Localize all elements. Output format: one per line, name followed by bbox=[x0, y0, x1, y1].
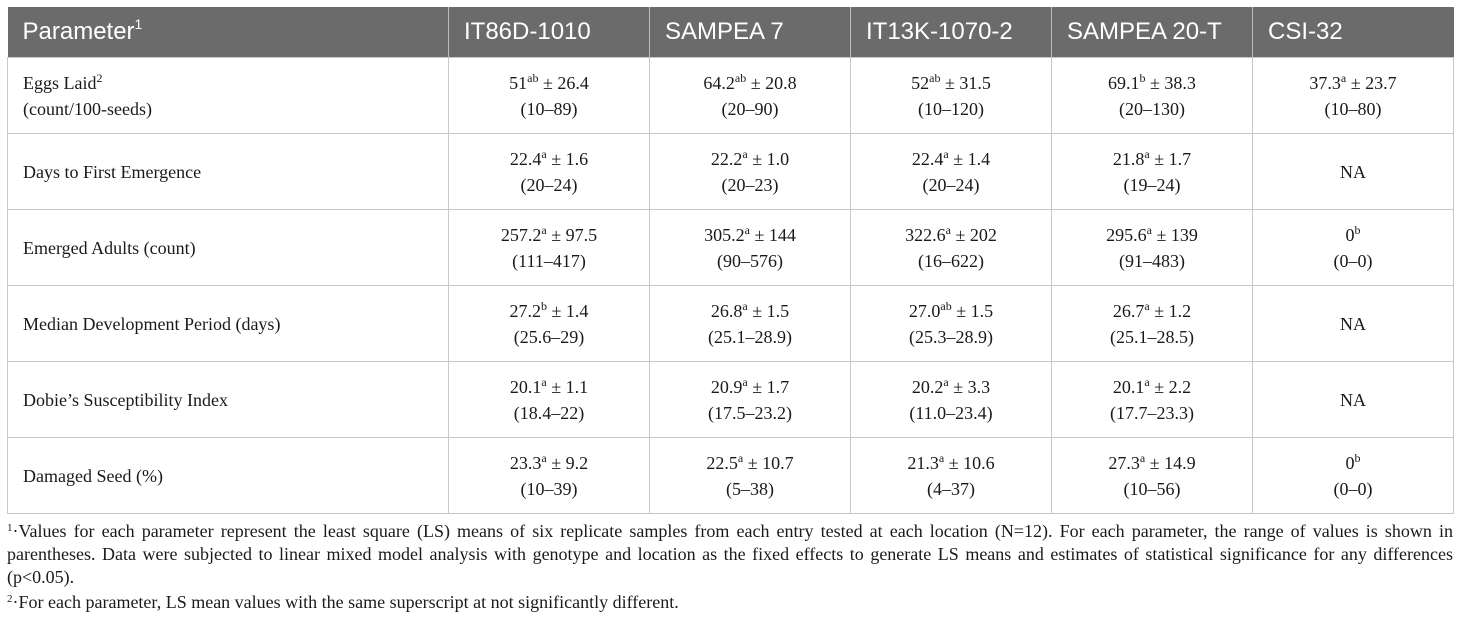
row-label: Dobie’s Susceptibility Index bbox=[7, 361, 449, 438]
footnote-2: 2·For each parameter, LS mean values wit… bbox=[7, 592, 679, 612]
row-label: Eggs Laid2 (count/100-seeds) bbox=[7, 57, 449, 134]
value-cell: 22.4a ± 1.4 (20–24) bbox=[850, 133, 1052, 210]
value-cell: 27.0ab ± 1.5 (25.3–28.9) bbox=[850, 285, 1052, 362]
value-cell: 51ab ± 26.4 (10–89) bbox=[448, 57, 650, 134]
value-cell: NA bbox=[1252, 285, 1454, 362]
value-cell: 20.9a ± 1.7 (17.5–23.2) bbox=[649, 361, 851, 438]
value-cell: 20.1a ± 2.2 (17.7–23.3) bbox=[1051, 361, 1253, 438]
value-cell: NA bbox=[1252, 133, 1454, 210]
value-cell: 257.2a ± 97.5 (111–417) bbox=[448, 209, 650, 286]
header-col-4: SAMPEA 20-T bbox=[1051, 7, 1253, 58]
value-cell: 23.3a ± 9.2 (10–39) bbox=[448, 437, 650, 514]
header-col-2: SAMPEA 7 bbox=[649, 7, 851, 58]
value-cell: 295.6a ± 139 (91–483) bbox=[1051, 209, 1253, 286]
value-cell: 52ab ± 31.5 (10–120) bbox=[850, 57, 1052, 134]
results-table-container: Parameter1 IT86D-1010 SAMPEA 7 IT13K-107… bbox=[7, 7, 1454, 514]
value-cell: 37.3a ± 23.7 (10–80) bbox=[1252, 57, 1454, 134]
value-cell: NA bbox=[1252, 361, 1454, 438]
header-col-5: CSI-32 bbox=[1252, 7, 1454, 58]
footnote-1: 1·Values for each parameter represent th… bbox=[7, 521, 1453, 587]
row-label: Emerged Adults (count) bbox=[7, 209, 449, 286]
footnotes: 1·Values for each parameter represent th… bbox=[7, 520, 1453, 616]
value-cell: 69.1b ± 38.3 (20–130) bbox=[1051, 57, 1253, 134]
table-row: Damaged Seed (%) 23.3a ± 9.2 (10–39) 22.5a … bbox=[7, 437, 1454, 514]
header-parameter-sup: 1 bbox=[134, 16, 143, 32]
value-cell: 0b (0–0) bbox=[1252, 209, 1454, 286]
header-col-3: IT13K-1070-2 bbox=[850, 7, 1052, 58]
value-cell: 27.2b ± 1.4 (25.6–29) bbox=[448, 285, 650, 362]
row-label: Days to First Emergence bbox=[7, 133, 449, 210]
value-cell: 26.8a ± 1.5 (25.1–28.9) bbox=[649, 285, 851, 362]
header-col-1: IT86D-1010 bbox=[448, 7, 650, 58]
value-cell: 26.7a ± 1.2 (25.1–28.5) bbox=[1051, 285, 1253, 362]
value-cell: 21.8a ± 1.7 (19–24) bbox=[1051, 133, 1253, 210]
value-cell: 22.4a ± 1.6 (20–24) bbox=[448, 133, 650, 210]
value-cell: 20.1a ± 1.1 (18.4–22) bbox=[448, 361, 650, 438]
value-cell: 22.2a ± 1.0 (20–23) bbox=[649, 133, 851, 210]
value-cell: 305.2a ± 144 (90–576) bbox=[649, 209, 851, 286]
table-row: Eggs Laid2 (count/100-seeds) 51ab ± 26.4 (1… bbox=[7, 57, 1454, 134]
value-cell: 27.3a ± 14.9 (10–56) bbox=[1051, 437, 1253, 514]
value-cell: 0b (0–0) bbox=[1252, 437, 1454, 514]
header-row: Parameter1 IT86D-1010 SAMPEA 7 IT13K-107… bbox=[7, 7, 1454, 58]
results-table: Parameter1 IT86D-1010 SAMPEA 7 IT13K-107… bbox=[7, 7, 1454, 514]
table-row: Dobie’s Susceptibility Index 20.1a ± 1.1(… bbox=[7, 361, 1454, 438]
row-label: Damaged Seed (%) bbox=[7, 437, 449, 514]
row-label: Median Development Period (days) bbox=[7, 285, 449, 362]
value-cell: 21.3a ± 10.6 (4–37) bbox=[850, 437, 1052, 514]
table-row: Days to First Emergence 22.4a ± 1.6 (20–24… bbox=[7, 133, 1454, 210]
table-row: Emerged Adults (count) 257.2a ± 97.5 (111–… bbox=[7, 209, 1454, 286]
value-cell: 22.5a ± 10.7 (5–38) bbox=[649, 437, 851, 514]
header-parameter: Parameter1 bbox=[7, 7, 449, 58]
value-cell: 20.2a ± 3.3 (11.0–23.4) bbox=[850, 361, 1052, 438]
table-row: Median Development Period (days) 27.2b ± … bbox=[7, 285, 1454, 362]
value-cell: 322.6a ± 202 (16–622) bbox=[850, 209, 1052, 286]
value-cell: 64.2ab ± 20.8 (20–90) bbox=[649, 57, 851, 134]
